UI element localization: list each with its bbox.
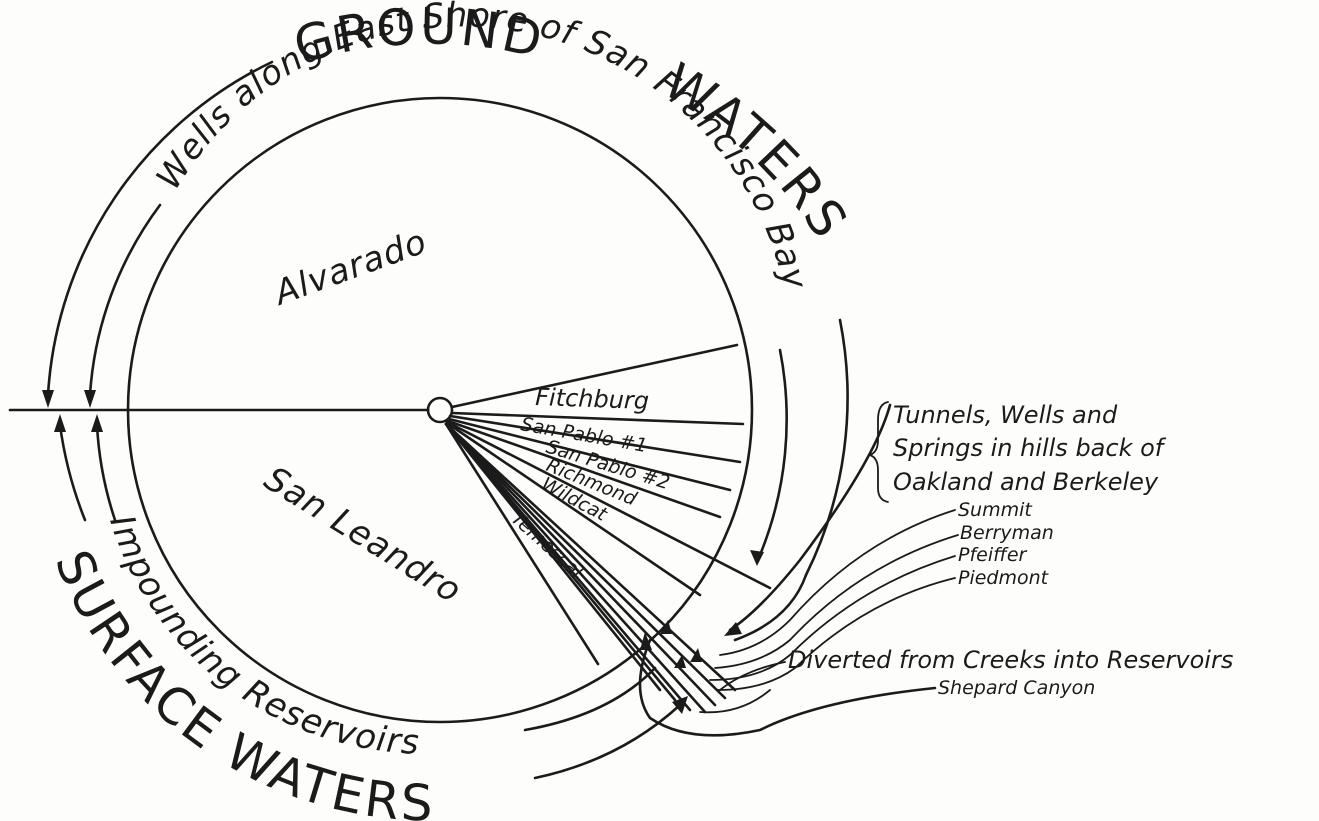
surface-bottom-arrowhead: [672, 696, 688, 714]
tunnels-note-line2: Springs in hills back of: [893, 434, 1167, 462]
tunnels-note-line3: Oakland and Berkeley: [893, 468, 1159, 496]
tunnels-note-line1: Tunnels, Wells and: [893, 401, 1118, 429]
pfeiffer-line: [709, 555, 956, 681]
cluster-arrow-1: [660, 620, 672, 634]
surface-outer-arc-top: [58, 423, 87, 522]
ground-outer-arc-hook: [733, 573, 808, 642]
diverted-item-shepard-canyon: Shepard Canyon: [938, 677, 1095, 699]
summit-line: [719, 509, 956, 656]
cluster-line-3: [444, 422, 717, 707]
cluster-line-4: [444, 422, 707, 714]
wells-inner-arc-right: [758, 348, 788, 557]
surface-inner-arc-top: [95, 423, 117, 522]
cluster-line-2: [444, 422, 727, 700]
cluster-arrow-3: [690, 648, 702, 662]
piedmont-line: [717, 577, 956, 691]
divider-wildcat-extended: [445, 420, 772, 590]
tunnel-item-piedmont: Piedmont: [958, 567, 1050, 589]
berryman-line: [714, 534, 959, 669]
wells-inner-arrowhead: [84, 390, 96, 408]
divider-temescal-upper: [445, 421, 702, 597]
ground-outer-arc-left: [46, 60, 274, 397]
surface-inner-arrowhead: [91, 414, 103, 432]
ground-outer-arrowhead: [42, 390, 54, 408]
wells-inner-arc-left: [88, 203, 162, 397]
divider-richmond-wildcat: [446, 419, 722, 519]
sector-alvarado: Alvarado: [268, 222, 433, 315]
surface-outer-arc-bottom: [533, 703, 682, 780]
impound-arc-bottom: [523, 666, 657, 732]
divider-temescal-sanleandro: [444, 422, 600, 666]
tunnel-item-pfeiffer: Pfeiffer: [958, 544, 1028, 566]
tunnel-item-berryman: Berryman: [960, 522, 1054, 544]
tunnels-arrowhead: [724, 622, 742, 636]
shepard-arrowhead: [640, 632, 652, 650]
ground-outer-arc-right: [804, 318, 849, 577]
cluster-line-1: [444, 422, 737, 692]
diverted-line-2: [699, 689, 771, 714]
sector-san-leandro: San Leandro: [257, 459, 468, 612]
cluster-line-7: [444, 422, 662, 692]
wells-right-arrowhead: [750, 550, 764, 566]
tunnels-brace: [867, 401, 889, 503]
divider-sanpablo1-sanpablo2: [448, 414, 742, 464]
divider-fitchburg-sanpablo1: [450, 411, 745, 426]
sector-fitchburg: Fitchburg: [535, 383, 650, 415]
diverted-note: Diverted from Creeks into Reservoirs: [788, 646, 1233, 674]
divider-alvarado-fitchburg: [450, 343, 739, 409]
cluster-arrow-2: [674, 655, 686, 668]
divider-sanpablo2-richmond: [447, 417, 732, 492]
shepard-canyon-line: [638, 638, 937, 737]
tunnel-item-summit: Summit: [958, 499, 1033, 521]
diverted-line: [719, 661, 786, 691]
surface-outer-arrowhead: [54, 414, 66, 432]
